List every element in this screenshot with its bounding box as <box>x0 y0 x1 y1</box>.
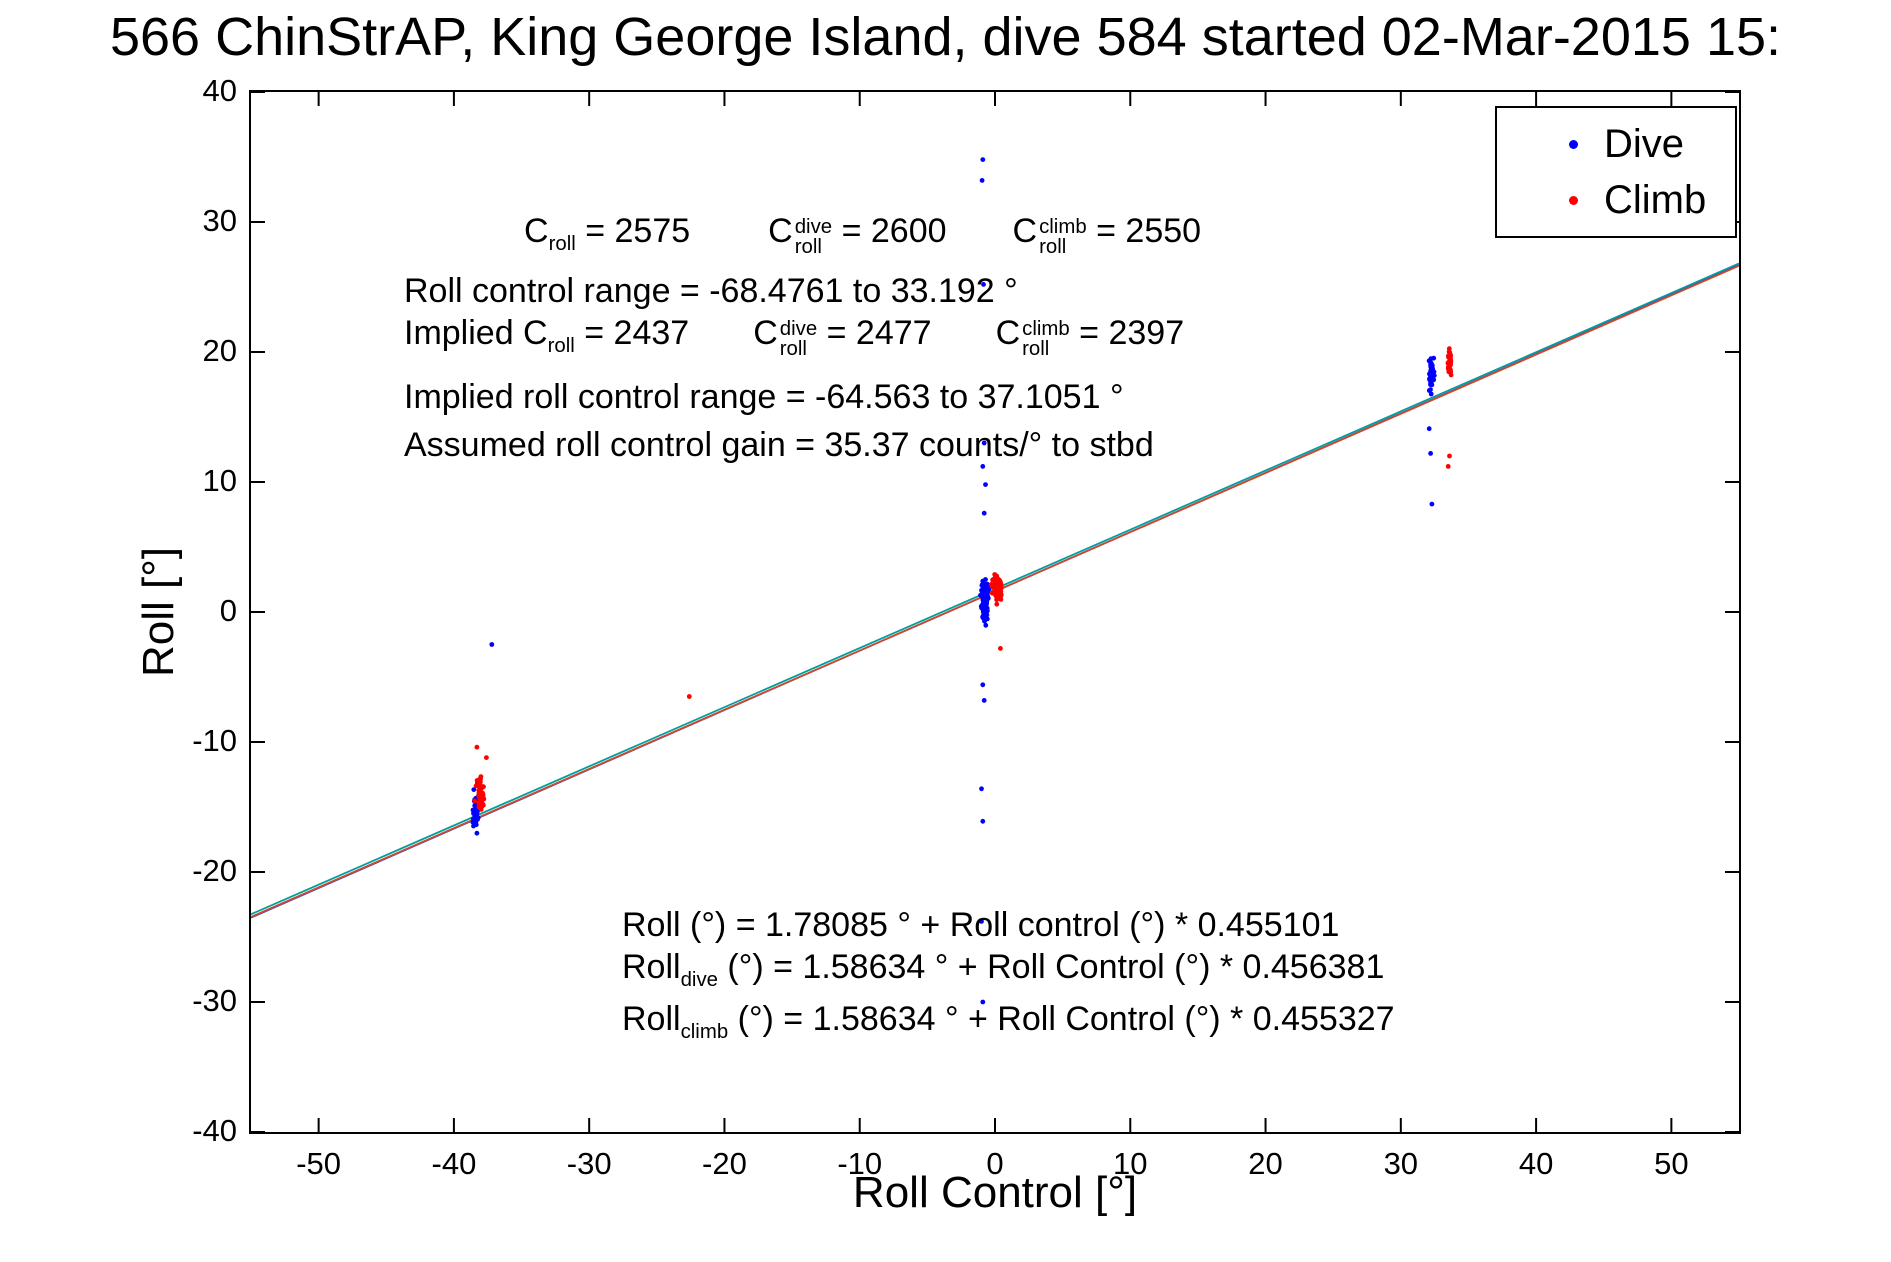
annotation-roll-gain: Assumed roll control gain = 35.37 counts… <box>404 426 1154 464</box>
x-axis-label: Roll Control [°] <box>852 1168 1138 1217</box>
x-tick-label: 30 <box>1383 1146 1419 1181</box>
y-tick-label: -30 <box>192 983 237 1018</box>
chart-title: 566 ChinStrAP, King George Island, dive … <box>109 7 1782 67</box>
legend-label-dive: Dive <box>1604 121 1685 166</box>
x-tick-label: -50 <box>296 1146 342 1181</box>
legend-item-dive: Dive <box>1497 116 1735 172</box>
legend-item-climb: Climb <box>1497 172 1735 228</box>
annotation-fit-all: Roll (°) = 1.78085 ° + Roll control (°) … <box>622 906 1340 944</box>
plot-area: Dive Climb <box>249 90 1741 1134</box>
scatter-plot <box>251 92 1739 1132</box>
x-tick-label: 10 <box>1113 1146 1148 1181</box>
y-tick-label: 10 <box>202 463 237 498</box>
x-tick-label: 0 <box>986 1146 1004 1181</box>
x-tick-label: -40 <box>431 1146 477 1181</box>
x-tick-label: -30 <box>566 1146 612 1181</box>
legend: Dive Climb <box>1495 106 1737 238</box>
x-tick-label: 20 <box>1248 1146 1283 1181</box>
climb-marker-icon <box>1569 195 1578 205</box>
x-tick-label: 50 <box>1654 1146 1689 1181</box>
annotation-roll-control-range: Roll control range = -68.4761 to 33.192 … <box>404 272 1018 310</box>
legend-label-climb: Climb <box>1604 177 1707 222</box>
y-tick-label: 0 <box>219 593 237 628</box>
annotation-implied-roll-control-range: Implied roll control range = -64.563 to … <box>404 378 1124 416</box>
y-tick-label: -20 <box>192 853 237 888</box>
y-tick-label: -10 <box>192 723 237 758</box>
y-tick-label: -40 <box>192 1113 237 1148</box>
annotation-fit-dive: Rolldive (°) = 1.58634 ° + Roll Control … <box>622 948 1385 991</box>
y-tick-label: 40 <box>202 73 237 108</box>
climb-points <box>472 346 1454 812</box>
y-tick-label: 20 <box>202 333 237 368</box>
x-tick-label: -20 <box>702 1146 747 1181</box>
annotation-fit-climb: Rollclimb (°) = 1.58634 ° + Roll Control… <box>622 1000 1395 1043</box>
x-tick-label: -10 <box>837 1146 883 1181</box>
x-tick-label: 40 <box>1518 1146 1554 1181</box>
y-tick-label: 30 <box>202 203 237 238</box>
axis-ticks <box>251 92 1739 1132</box>
dive-marker-icon <box>1569 139 1578 149</box>
